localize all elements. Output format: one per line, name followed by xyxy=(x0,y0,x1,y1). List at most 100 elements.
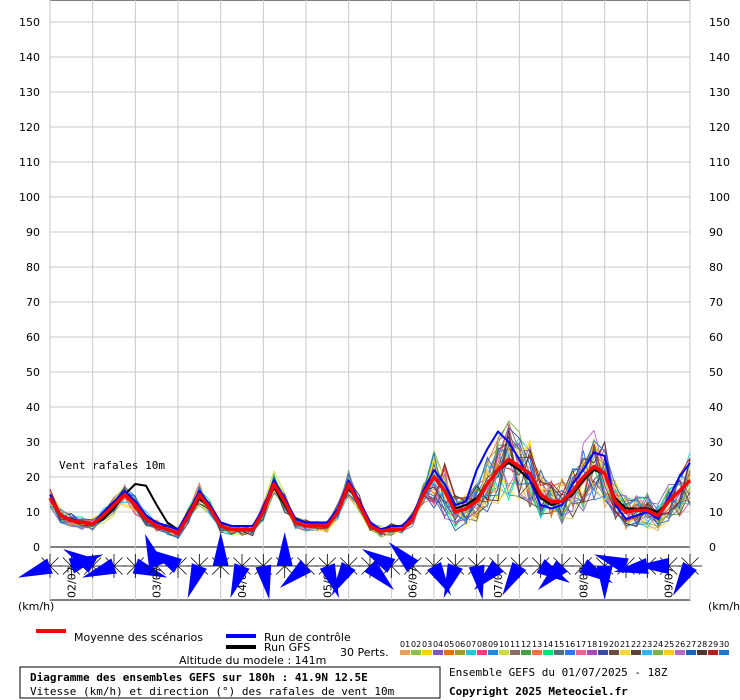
member-swatch xyxy=(708,650,718,655)
wind-rose-spoke xyxy=(49,557,59,567)
y-tick-right: 100 xyxy=(709,191,730,204)
wind-rose xyxy=(388,541,425,578)
series-line-mean xyxy=(48,457,692,535)
y-tick-left: 10 xyxy=(26,506,40,519)
wind-direction-arrow xyxy=(673,562,697,596)
wind-rose-spoke xyxy=(62,557,72,567)
member-number: 10 xyxy=(499,640,509,649)
wind-direction-row xyxy=(18,532,702,600)
wind-rose xyxy=(673,554,702,596)
member-swatch xyxy=(675,650,685,655)
wind-direction-arrow xyxy=(361,549,396,573)
y-tick-left: 120 xyxy=(19,121,40,134)
member-number: 01 xyxy=(400,640,410,649)
y-axis-ticks: 0 0 10 10 20 20 30 30 40 40 50 50 60 60 70 70 80 80 90 90 10… xyxy=(19,16,730,554)
wind-direction-arrow xyxy=(388,541,419,572)
y-tick-right: 0 xyxy=(709,541,716,554)
y-tick-left: 110 xyxy=(19,156,40,169)
wind-rose-spoke xyxy=(446,557,456,567)
member-swatch xyxy=(587,650,597,655)
wind-rose-spoke xyxy=(595,557,605,567)
copyright: Copyright 2025 Meteociel.fr xyxy=(449,685,628,698)
member-number: 06 xyxy=(455,640,465,649)
wind-rose-spoke xyxy=(305,565,315,575)
wind-rose-spoke xyxy=(668,565,678,575)
y-tick-right: 130 xyxy=(709,86,730,99)
member-number: 21 xyxy=(620,640,630,649)
wind-direction-arrow xyxy=(468,564,485,600)
member-swatch xyxy=(521,650,531,655)
y-tick-left: 90 xyxy=(26,226,40,239)
wind-direction-arrow xyxy=(613,558,649,574)
y-tick-left: 40 xyxy=(26,401,40,414)
wind-rose-spoke xyxy=(574,557,584,567)
wind-rose-spoke xyxy=(561,557,571,567)
member-swatch xyxy=(609,650,619,655)
y-tick-right: 150 xyxy=(709,16,730,29)
wind-rose-spoke xyxy=(327,557,337,567)
member-number: 20 xyxy=(609,640,619,649)
grid xyxy=(49,0,691,601)
wind-rose xyxy=(443,554,468,598)
wind-rose-spoke xyxy=(455,557,465,567)
member-swatch xyxy=(664,650,674,655)
wind-rose-spoke xyxy=(305,557,315,567)
wind-rose-spoke xyxy=(220,565,230,575)
member-number: 15 xyxy=(554,640,564,649)
wind-rose xyxy=(473,554,510,591)
member-number: 05 xyxy=(444,640,454,649)
member-number: 13 xyxy=(532,640,542,649)
member-swatch xyxy=(543,650,553,655)
wind-rose-spoke xyxy=(531,565,541,575)
wind-direction-arrow xyxy=(594,554,629,574)
wind-rose-spoke xyxy=(113,565,123,575)
member-number: 29 xyxy=(708,640,718,649)
legend-label-mean: Moyenne des scénarios xyxy=(74,631,203,644)
date-label: 06/07 xyxy=(407,566,420,598)
member-swatch xyxy=(444,650,454,655)
wind-rose xyxy=(82,554,126,578)
member-swatch xyxy=(411,650,421,655)
member-swatch xyxy=(598,650,608,655)
wind-rose-spoke xyxy=(361,557,371,567)
altitude-label: Altitude du modele : 141m xyxy=(179,654,326,667)
member-swatch xyxy=(455,650,465,655)
y-tick-left: 140 xyxy=(19,51,40,64)
wind-direction-arrow xyxy=(82,558,117,578)
wind-rose-spoke xyxy=(62,565,72,575)
wind-rose-spoke xyxy=(348,557,358,567)
wind-direction-arrow xyxy=(443,563,463,598)
y-tick-left: 50 xyxy=(26,366,40,379)
wind-rose-spoke xyxy=(147,565,157,575)
unit-label-left: (km/h) xyxy=(18,600,54,613)
member-swatch xyxy=(433,650,443,655)
y-tick-right: 120 xyxy=(709,121,730,134)
wind-rose-spoke xyxy=(689,557,699,567)
wind-rose xyxy=(208,532,233,578)
member-swatch xyxy=(499,650,509,655)
wind-rose-spoke xyxy=(412,565,422,575)
member-number: 08 xyxy=(477,640,487,649)
y-tick-right: 90 xyxy=(709,226,723,239)
wind-direction-arrow xyxy=(276,532,293,566)
wind-rose-spoke xyxy=(531,557,541,567)
member-swatch xyxy=(686,650,696,655)
date-label: 02/07 xyxy=(65,566,78,598)
y-tick-right: 40 xyxy=(709,401,723,414)
y-tick-right: 140 xyxy=(709,51,730,64)
y-tick-left: 130 xyxy=(19,86,40,99)
member-swatch xyxy=(697,650,707,655)
wind-rose-spoke xyxy=(199,557,209,567)
ensemble-member-legend: 01 02 03 04 05 06 07 08 09 10 11 12 13 14 15 16 17 18 19 20… xyxy=(400,640,729,655)
wind-rose xyxy=(148,549,190,578)
member-number: 24 xyxy=(653,640,663,649)
y-tick-left: 80 xyxy=(26,261,40,274)
wind-rose-spoke xyxy=(668,557,678,567)
member-number: 30 xyxy=(719,640,729,649)
wind-direction-arrow xyxy=(148,549,182,573)
y-tick-right: 50 xyxy=(709,366,723,379)
wind-direction-arrow xyxy=(18,558,53,578)
member-number: 22 xyxy=(631,640,641,649)
member-number: 09 xyxy=(488,640,498,649)
